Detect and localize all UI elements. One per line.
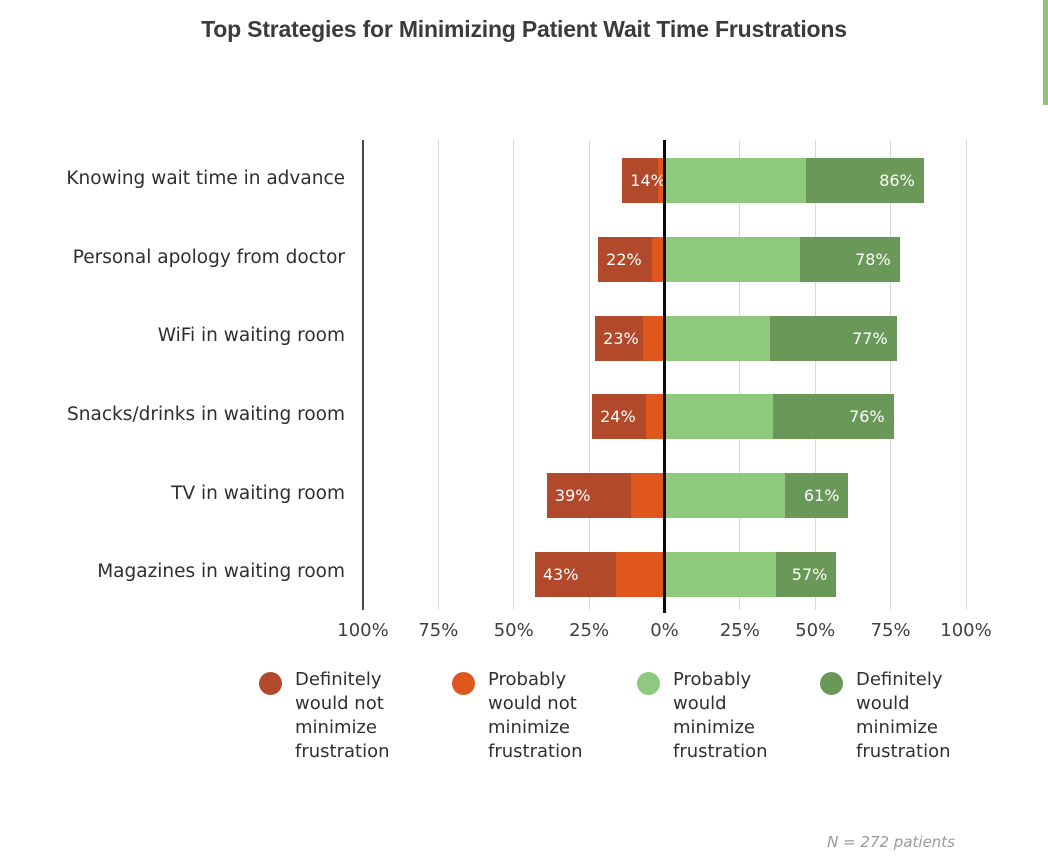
gridline xyxy=(814,140,816,610)
bar-segment xyxy=(622,158,659,204)
legend-swatch-icon xyxy=(259,672,282,695)
legend-swatch-icon xyxy=(820,672,843,695)
gridline xyxy=(965,140,967,610)
gridline xyxy=(588,140,590,610)
bar-total-positive: 78% xyxy=(855,250,891,269)
bar-segment xyxy=(664,315,771,361)
bar-segment xyxy=(595,315,644,361)
bar-segment xyxy=(664,158,807,204)
bar-total-positive: 86% xyxy=(879,171,915,191)
x-axis-tick: 25% xyxy=(569,620,610,641)
legend-swatch-icon xyxy=(452,672,475,695)
bar-segment xyxy=(646,394,665,440)
gridline xyxy=(513,140,515,610)
bar-total-positive: 57% xyxy=(791,564,828,584)
x-axis-tick: 25% xyxy=(719,620,760,641)
axis-line xyxy=(362,140,364,610)
chart-title: Top Strategies for Minimizing Patient Wa… xyxy=(201,16,847,42)
bar-segment xyxy=(616,551,665,597)
bar-segment xyxy=(773,394,894,440)
bar-segment xyxy=(592,394,647,440)
scrollbar-thumb[interactable] xyxy=(1043,0,1048,105)
bar-total-positive: 77% xyxy=(852,328,888,348)
x-axis-tick: 75% xyxy=(870,620,911,641)
category-label: Personal apology from doctor xyxy=(72,246,345,268)
legend-label: Definitely would not minimize frustratio… xyxy=(295,669,390,762)
bar-segment xyxy=(800,237,900,282)
bar-total-negative: 24% xyxy=(600,407,636,427)
legend-label: Probably would not minimize frustration xyxy=(488,669,583,762)
bar-segment xyxy=(643,315,665,361)
x-axis-tick: 100% xyxy=(940,620,992,641)
sample-size-note: N = 272 patients xyxy=(827,833,955,851)
bar-total-negative: 39% xyxy=(554,486,591,505)
bar-segment xyxy=(770,315,897,361)
legend-label: Probably would minimize frustration xyxy=(673,669,768,762)
x-axis-tick: 0% xyxy=(650,620,679,641)
bar-total-positive: 76% xyxy=(849,407,885,427)
bar-segment xyxy=(664,473,786,518)
category-label: Knowing wait time in advance xyxy=(66,167,345,189)
x-axis-tick: 100% xyxy=(337,620,389,641)
bar-segment xyxy=(785,473,849,518)
bar-total-negative: 23% xyxy=(603,328,639,348)
gridline xyxy=(890,140,892,610)
bar-total-negative: 22% xyxy=(606,250,642,269)
x-axis-tick: 75% xyxy=(418,620,459,641)
gridline xyxy=(437,140,439,610)
category-label: Magazines in waiting room xyxy=(97,561,345,583)
bar-segment xyxy=(631,473,665,518)
bar-segment xyxy=(652,237,665,282)
x-axis-tick: 50% xyxy=(493,620,534,641)
bar-segment xyxy=(534,551,617,597)
bar-total-negative: 14% xyxy=(630,171,666,191)
x-axis-tick: 50% xyxy=(795,620,836,641)
legend-swatch-icon xyxy=(637,672,660,695)
zero-line xyxy=(663,140,666,613)
bar-segment xyxy=(664,394,774,440)
gridline xyxy=(739,140,741,610)
bar-segment xyxy=(664,551,777,597)
bar-segment xyxy=(598,237,653,282)
bar-segment xyxy=(776,551,837,597)
bar-segment xyxy=(546,473,632,518)
category-label: TV in waiting room xyxy=(171,482,345,504)
bar-segment xyxy=(664,237,801,282)
bar-total-negative: 43% xyxy=(542,564,579,584)
category-label: WiFi in waiting room xyxy=(157,325,345,347)
bar-total-positive: 61% xyxy=(803,486,840,505)
legend-label: Definitely would minimize frustration xyxy=(856,669,951,762)
bar-segment xyxy=(806,158,924,204)
bar-segment xyxy=(658,158,665,204)
category-label: Snacks/drinks in waiting room xyxy=(67,403,345,425)
